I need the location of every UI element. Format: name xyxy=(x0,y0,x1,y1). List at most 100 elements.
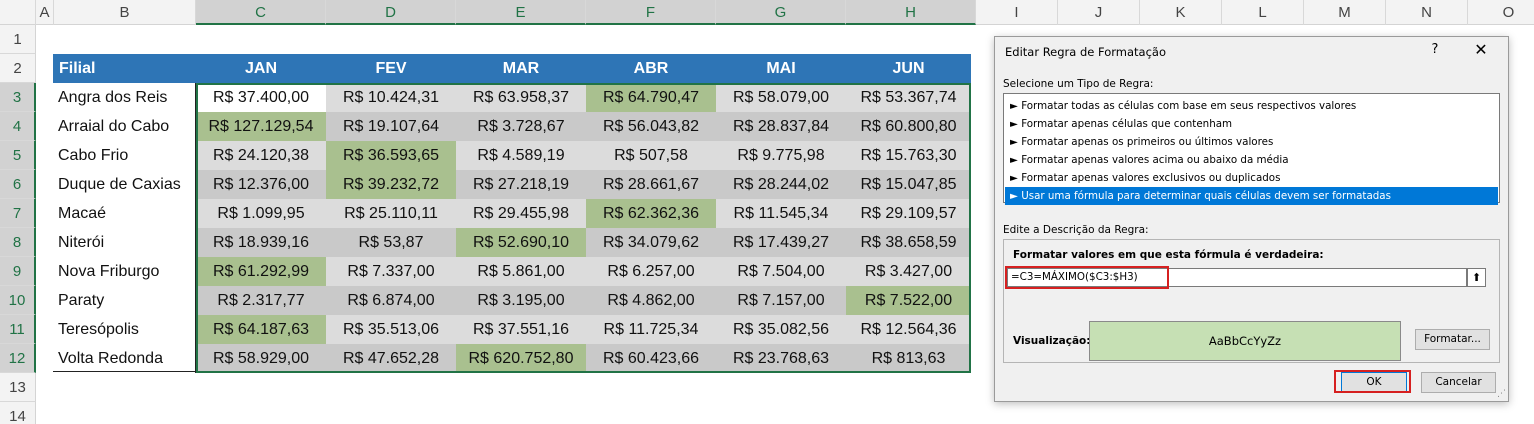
value-cell[interactable]: R$ 3.195,00 xyxy=(456,286,586,315)
value-cell[interactable]: R$ 3.427,00 xyxy=(846,257,971,286)
row-header-10[interactable]: 10 xyxy=(0,286,36,315)
column-header-e[interactable]: E xyxy=(456,0,586,25)
value-cell[interactable]: R$ 17.439,27 xyxy=(716,228,846,257)
column-header-g[interactable]: G xyxy=(716,0,846,25)
branch-cell[interactable]: Arraial do Cabo xyxy=(53,112,196,141)
value-cell[interactable]: R$ 7.522,00 xyxy=(846,286,971,315)
branch-cell[interactable]: Nova Friburgo xyxy=(53,257,196,286)
close-icon[interactable]: ✕ xyxy=(1474,40,1488,59)
value-cell[interactable]: R$ 2.317,77 xyxy=(196,286,326,315)
value-cell[interactable]: R$ 36.593,65 xyxy=(326,141,456,170)
value-cell[interactable]: R$ 10.424,31 xyxy=(326,83,456,112)
select-all-corner[interactable] xyxy=(0,0,36,25)
value-cell[interactable]: R$ 58.079,00 xyxy=(716,83,846,112)
column-header-i[interactable]: I xyxy=(976,0,1058,25)
value-cell[interactable]: R$ 56.043,82 xyxy=(586,112,716,141)
value-cell[interactable]: R$ 64.187,63 xyxy=(196,315,326,344)
table-header-mar[interactable]: MAR xyxy=(456,54,586,83)
column-header-n[interactable]: N xyxy=(1386,0,1468,25)
value-cell[interactable]: R$ 127.129,54 xyxy=(196,112,326,141)
column-header-c[interactable]: C xyxy=(196,0,326,25)
value-cell[interactable]: R$ 37.551,16 xyxy=(456,315,586,344)
row-header-5[interactable]: 5 xyxy=(0,141,36,170)
branch-cell[interactable]: Niterói xyxy=(53,228,196,257)
branch-cell[interactable]: Volta Redonda xyxy=(53,344,196,373)
table-header-jan[interactable]: JAN xyxy=(196,54,326,83)
rule-type-item[interactable]: ► Formatar todas as células com base em … xyxy=(1010,100,1357,112)
value-cell[interactable]: R$ 38.658,59 xyxy=(846,228,971,257)
column-header-b[interactable]: B xyxy=(54,0,196,25)
value-cell[interactable]: R$ 27.218,19 xyxy=(456,170,586,199)
value-cell[interactable]: R$ 5.861,00 xyxy=(456,257,586,286)
value-cell[interactable]: R$ 62.362,36 xyxy=(586,199,716,228)
row-header-6[interactable]: 6 xyxy=(0,170,36,199)
value-cell[interactable]: R$ 35.513,06 xyxy=(326,315,456,344)
branch-cell[interactable]: Teresópolis xyxy=(53,315,196,344)
row-header-3[interactable]: 3 xyxy=(0,83,36,112)
value-cell[interactable]: R$ 813,63 xyxy=(846,344,971,373)
row-header-4[interactable]: 4 xyxy=(0,112,36,141)
branch-cell[interactable]: Cabo Frio xyxy=(53,141,196,170)
column-header-k[interactable]: K xyxy=(1140,0,1222,25)
value-cell[interactable]: R$ 507,58 xyxy=(586,141,716,170)
column-header-h[interactable]: H xyxy=(846,0,976,25)
value-cell[interactable]: R$ 24.120,38 xyxy=(196,141,326,170)
value-cell[interactable]: R$ 11.545,34 xyxy=(716,199,846,228)
value-cell[interactable]: R$ 6.257,00 xyxy=(586,257,716,286)
value-cell[interactable]: R$ 60.800,80 xyxy=(846,112,971,141)
column-header-f[interactable]: F xyxy=(586,0,716,25)
column-header-l[interactable]: L xyxy=(1222,0,1304,25)
collapse-dialog-button[interactable]: ⬆ xyxy=(1467,268,1486,287)
value-cell[interactable]: R$ 63.958,37 xyxy=(456,83,586,112)
help-icon[interactable]: ? xyxy=(1431,42,1439,57)
value-cell[interactable]: R$ 29.109,57 xyxy=(846,199,971,228)
row-header-9[interactable]: 9 xyxy=(0,257,36,286)
value-cell[interactable]: R$ 7.337,00 xyxy=(326,257,456,286)
value-cell[interactable]: R$ 6.874,00 xyxy=(326,286,456,315)
column-header-o[interactable]: O xyxy=(1468,0,1534,25)
table-header-jun[interactable]: JUN xyxy=(846,54,971,83)
rule-type-item[interactable]: ► Formatar apenas células que contenham xyxy=(1010,118,1233,130)
table-header-filial[interactable]: Filial xyxy=(53,54,196,83)
column-header-m[interactable]: M xyxy=(1304,0,1386,25)
value-cell[interactable]: R$ 7.504,00 xyxy=(716,257,846,286)
value-cell[interactable]: R$ 3.728,67 xyxy=(456,112,586,141)
row-header-2[interactable]: 2 xyxy=(0,54,36,83)
branch-cell[interactable]: Macaé xyxy=(53,199,196,228)
value-cell[interactable]: R$ 620.752,80 xyxy=(456,344,586,373)
row-header-13[interactable]: 13 xyxy=(0,373,36,402)
rule-type-item[interactable]: ► Usar uma fórmula para determinar quais… xyxy=(1005,187,1498,205)
column-header-j[interactable]: J xyxy=(1058,0,1140,25)
column-header-d[interactable]: D xyxy=(326,0,456,25)
value-cell[interactable]: R$ 61.292,99 xyxy=(196,257,326,286)
resize-grip-icon[interactable]: ⋰ xyxy=(1497,389,1506,399)
value-cell[interactable]: R$ 12.376,00 xyxy=(196,170,326,199)
value-cell[interactable]: R$ 47.652,28 xyxy=(326,344,456,373)
branch-cell[interactable]: Duque de Caxias xyxy=(53,170,196,199)
value-cell[interactable]: R$ 53,87 xyxy=(326,228,456,257)
value-cell[interactable]: R$ 15.763,30 xyxy=(846,141,971,170)
value-cell[interactable]: R$ 1.099,95 xyxy=(196,199,326,228)
format-button[interactable]: Formatar... xyxy=(1415,329,1490,350)
value-cell[interactable]: R$ 25.110,11 xyxy=(326,199,456,228)
formula-input[interactable]: =C3=MÁXIMO($C3:$H3) xyxy=(1007,268,1467,287)
table-header-mai[interactable]: MAI xyxy=(716,54,846,83)
value-cell[interactable]: R$ 15.047,85 xyxy=(846,170,971,199)
table-header-fev[interactable]: FEV xyxy=(326,54,456,83)
value-cell[interactable]: R$ 53.367,74 xyxy=(846,83,971,112)
branch-cell[interactable]: Angra dos Reis xyxy=(53,83,196,112)
value-cell[interactable]: R$ 29.455,98 xyxy=(456,199,586,228)
column-header-a[interactable]: A xyxy=(36,0,54,25)
value-cell[interactable]: R$ 39.232,72 xyxy=(326,170,456,199)
value-cell[interactable]: R$ 28.661,67 xyxy=(586,170,716,199)
value-cell[interactable]: R$ 9.775,98 xyxy=(716,141,846,170)
value-cell[interactable]: R$ 19.107,64 xyxy=(326,112,456,141)
table-header-abr[interactable]: ABR xyxy=(586,54,716,83)
row-header-14[interactable]: 14 xyxy=(0,402,36,424)
value-cell[interactable]: R$ 11.725,34 xyxy=(586,315,716,344)
rule-type-item[interactable]: ► Formatar apenas valores exclusivos ou … xyxy=(1010,172,1281,184)
cancel-button[interactable]: Cancelar xyxy=(1421,372,1496,393)
value-cell[interactable]: R$ 60.423,66 xyxy=(586,344,716,373)
value-cell[interactable]: R$ 4.589,19 xyxy=(456,141,586,170)
row-header-7[interactable]: 7 xyxy=(0,199,36,228)
